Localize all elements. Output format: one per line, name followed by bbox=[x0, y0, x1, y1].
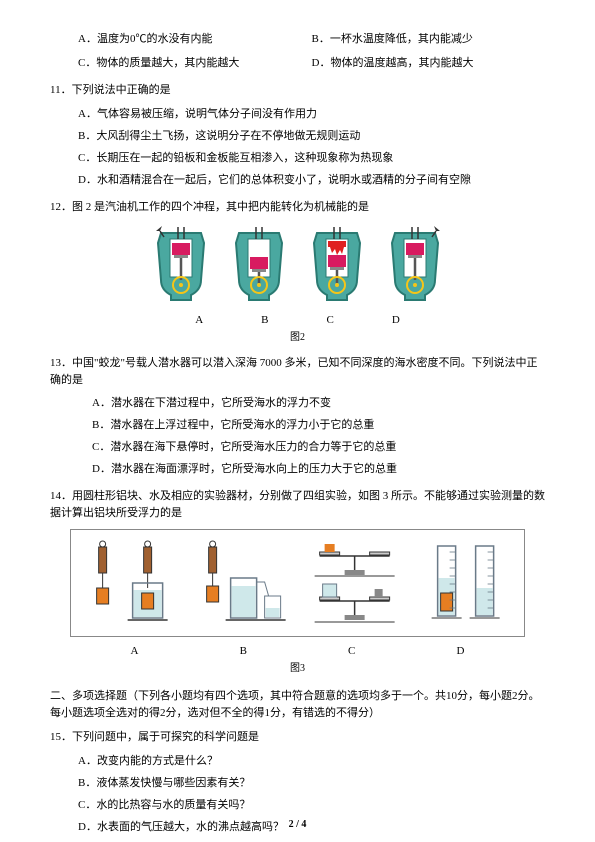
q15-opt-c: C．水的比热容与水的质量有关吗？ bbox=[50, 796, 545, 812]
q11-opt-d: D．水和酒精混合在一起后，它们的总体积变小了，说明水或酒精的分子间有空隙 bbox=[50, 171, 545, 187]
question-13: 13．中国"蛟龙"号载人潜水器可以潜入深海 7000 多米，已知不同深度的海水密… bbox=[50, 355, 545, 476]
q15-opt-a: A．改变内能的方式是什么？ bbox=[50, 752, 545, 768]
q13-opt-a: A．潜水器在下潜过程中，它所受海水的浮力不变 bbox=[50, 394, 545, 410]
q10-opt-a: A．温度为0℃的水没有内能 bbox=[78, 30, 312, 46]
q13-opt-d: D．潜水器在海面漂浮时，它所受海水向上的压力大于它的总重 bbox=[50, 460, 545, 476]
engine-diagram-a bbox=[146, 225, 216, 310]
question-15: 15．下列问题中，属于可探究的科学问题是 A．改变内能的方式是什么？ B．液体蒸… bbox=[50, 729, 545, 834]
section-2-heading: 二、多项选择题（下列各小题均有四个选项，其中符合题意的选项均多于一个。共10分，… bbox=[50, 688, 545, 721]
q14-stem: 14．用圆柱形铝块、水及相应的实验器材，分别做了四组实验，如图 3 所示。不能够… bbox=[50, 488, 545, 521]
q14-label-c: C bbox=[348, 645, 355, 657]
q12-label-d: D bbox=[392, 314, 400, 326]
page-footer: 2 / 4 bbox=[0, 819, 595, 830]
q14-label-d: D bbox=[456, 645, 464, 657]
q14-figure-box bbox=[70, 529, 525, 637]
engine-diagram-c bbox=[302, 225, 372, 310]
q14-label-a: A bbox=[131, 645, 139, 657]
q10-opt-c: C．物体的质量越大，其内能越大 bbox=[78, 54, 312, 70]
q11-stem: 11．下列说法中正确的是 bbox=[50, 82, 545, 99]
engine-diagram-d bbox=[380, 225, 450, 310]
q10-opt-d: D．物体的温度越高，其内能越大 bbox=[312, 54, 546, 70]
exp-diagram-c bbox=[302, 538, 407, 628]
question-10-options: A．温度为0℃的水没有内能 B．一杯水温度降低，其内能减少 C．物体的质量越大，… bbox=[50, 30, 545, 70]
q12-label-c: C bbox=[327, 314, 334, 326]
q12-stem: 12．图 2 是汽油机工作的四个冲程，其中把内能转化为机械能的是 bbox=[50, 199, 545, 216]
q11-opt-c: C．长期压在一起的铅板和金板能互相渗入，这种现象称为热现象 bbox=[50, 149, 545, 165]
q11-opt-b: B．大风刮得尘土飞扬，这说明分子在不停地做无规则运动 bbox=[50, 127, 545, 143]
q12-caption: 图2 bbox=[50, 328, 545, 343]
q12-label-b: B bbox=[261, 314, 268, 326]
q13-stem: 13．中国"蛟龙"号载人潜水器可以潜入深海 7000 多米，已知不同深度的海水密… bbox=[50, 355, 545, 388]
question-12: 12．图 2 是汽油机工作的四个冲程，其中把内能转化为机械能的是 bbox=[50, 199, 545, 344]
question-11: 11．下列说法中正确的是 A．气体容易被压缩，说明气体分子间没有作用力 B．大风… bbox=[50, 82, 545, 187]
q12-label-a: A bbox=[195, 314, 203, 326]
exp-diagram-d bbox=[415, 538, 520, 628]
q13-opt-c: C．潜水器在海下悬停时，它所受海水压力的合力等于它的总重 bbox=[50, 438, 545, 454]
q15-opt-b: B．液体蒸发快慢与哪些因素有关？ bbox=[50, 774, 545, 790]
exp-diagram-b bbox=[188, 538, 293, 628]
question-14: 14．用圆柱形铝块、水及相应的实验器材，分别做了四组实验，如图 3 所示。不能够… bbox=[50, 488, 545, 674]
q14-label-b: B bbox=[240, 645, 247, 657]
q10-opt-b: B．一杯水温度降低，其内能减少 bbox=[312, 30, 546, 46]
q12-figure-row bbox=[50, 225, 545, 310]
engine-diagram-b bbox=[224, 225, 294, 310]
q11-opt-a: A．气体容易被压缩，说明气体分子间没有作用力 bbox=[50, 105, 545, 121]
q15-stem: 15．下列问题中，属于可探究的科学问题是 bbox=[50, 729, 545, 746]
q14-caption: 图3 bbox=[50, 659, 545, 674]
q13-opt-b: B．潜水器在上浮过程中，它所受海水的浮力小于它的总重 bbox=[50, 416, 545, 432]
exp-diagram-a bbox=[75, 538, 180, 628]
